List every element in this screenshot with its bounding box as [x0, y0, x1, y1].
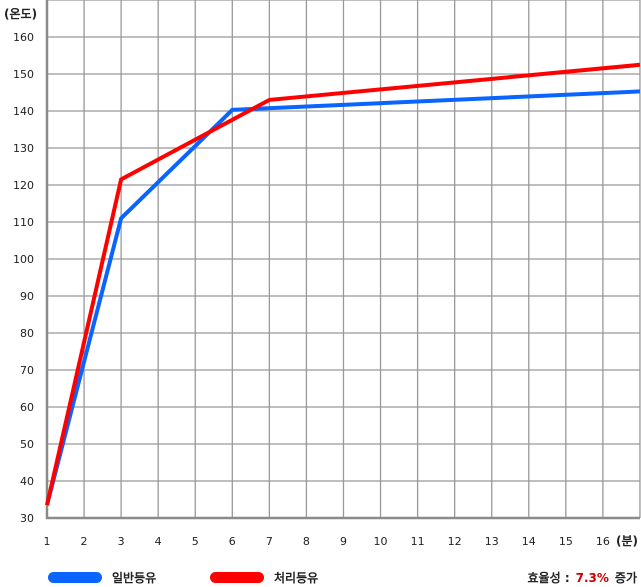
y-tick-label: 30: [20, 512, 34, 525]
legend-swatch-blue: [48, 572, 102, 583]
x-tick-label: 12: [448, 535, 462, 548]
y-tick-label: 140: [13, 105, 34, 118]
series-line-2: [45, 62, 641, 506]
x-tick-label: 10: [374, 535, 388, 548]
x-tick-label: 8: [303, 535, 310, 548]
y-tick-label: 50: [20, 438, 34, 451]
x-tick-label: 11: [411, 535, 425, 548]
x-tick-label: 15: [559, 535, 573, 548]
series-line-1: [45, 89, 641, 506]
y-tick-label: 40: [20, 475, 34, 488]
x-tick-label: 6: [229, 535, 236, 548]
x-tick-label: 16: [596, 535, 610, 548]
legend-label-series-1: 일반등유: [112, 571, 157, 585]
legend-swatch-red: [210, 572, 264, 583]
y-tick-label: 130: [13, 142, 34, 155]
y-axis-unit-label: (온도): [4, 6, 37, 21]
x-tick-label: 14: [522, 535, 536, 548]
legend-item-series-2: 처리등유: [210, 568, 318, 587]
x-tick-label: 7: [266, 535, 273, 548]
series-lines: [45, 62, 641, 506]
efficiency-note: 효율성 : 7.3% 증가: [528, 568, 637, 587]
x-tick-label: 3: [118, 535, 125, 548]
y-tick-label: 120: [13, 179, 34, 192]
x-tick-label: 1: [44, 535, 51, 548]
axes: [45, 0, 640, 520]
x-axis-unit-label: (분): [616, 534, 638, 548]
legend: 일반등유 처리등유 효율성 : 7.3% 증가: [0, 568, 641, 587]
y-tick-labels: 30 40 50 60 70 80 90 100 110 120 130 140 150 160: [13, 31, 34, 525]
y-tick-label: 60: [20, 401, 34, 414]
x-tick-label: 13: [485, 535, 499, 548]
grid: [47, 0, 641, 518]
y-tick-label: 150: [13, 68, 34, 81]
y-tick-label: 100: [13, 253, 34, 266]
legend-label-series-2: 처리등유: [274, 571, 319, 585]
x-tick-label: 4: [155, 535, 162, 548]
legend-item-series-1: 일반등유: [48, 568, 156, 587]
y-tick-label: 80: [20, 327, 34, 340]
efficiency-value: 7.3%: [575, 570, 609, 585]
efficiency-suffix: 증가: [614, 571, 637, 585]
y-tick-label: 90: [20, 290, 34, 303]
y-tick-label: 70: [20, 364, 34, 377]
x-tick-label: 2: [81, 535, 88, 548]
x-tick-labels: 1 2 3 4 5 6 7 8 9 10 11 12 13 14 15 16: [44, 535, 610, 548]
y-tick-label: 110: [13, 216, 34, 229]
x-tick-label: 5: [192, 535, 199, 548]
efficiency-label: 효율성 :: [527, 571, 570, 585]
y-tick-label: 160: [13, 31, 34, 44]
x-tick-label: 9: [340, 535, 347, 548]
